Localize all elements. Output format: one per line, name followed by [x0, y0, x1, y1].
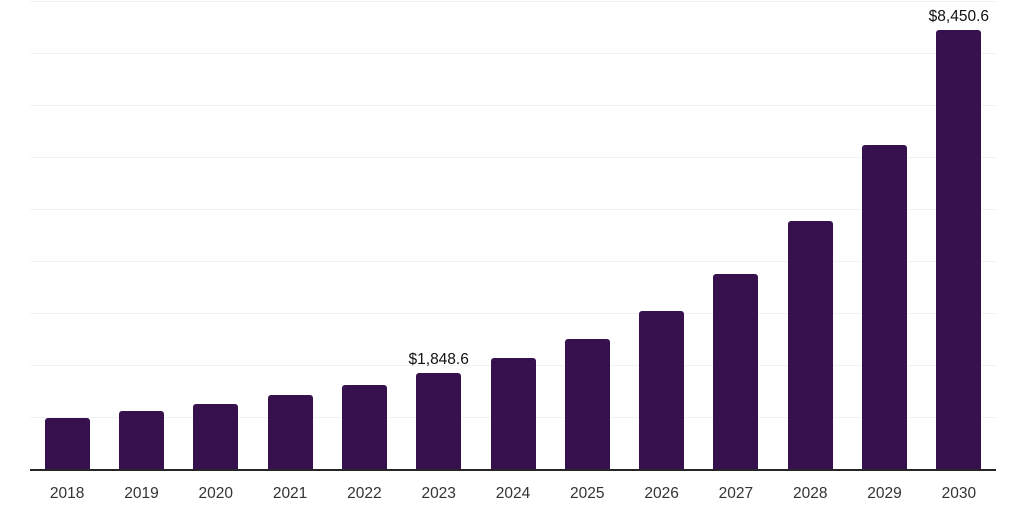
- x-tick-2027: 2027: [718, 485, 754, 502]
- bar-2030: [936, 29, 982, 470]
- x-tick-2024: 2024: [495, 485, 531, 502]
- bar-2029: [862, 145, 908, 470]
- bar-2018: [44, 417, 90, 470]
- gridline-8000: [30, 53, 996, 55]
- bar-2024: [490, 358, 536, 470]
- bar-2020: [193, 404, 239, 470]
- x-tick-2025: 2025: [570, 485, 605, 502]
- gridline-4000: [30, 261, 996, 263]
- bar-2028: [787, 221, 833, 470]
- x-tick-2030: 2030: [941, 485, 977, 502]
- bar-2022: [341, 385, 387, 470]
- bar-2027: [713, 273, 759, 470]
- gridline-3000: [30, 313, 996, 315]
- x-axis-line: [30, 469, 996, 471]
- value-label-2030: $8,450.6: [928, 7, 990, 25]
- x-tick-2026: 2026: [644, 485, 679, 502]
- gridline-6000: [30, 157, 996, 159]
- bar-2019: [118, 411, 164, 470]
- x-tick-2022: 2022: [347, 485, 382, 502]
- bar-2021: [267, 395, 313, 470]
- x-tick-2019: 2019: [124, 485, 159, 502]
- x-tick-2029: 2029: [867, 485, 902, 502]
- gridline-9000: [30, 1, 996, 2]
- x-tick-2028: 2028: [792, 485, 828, 502]
- x-tick-2020: 2020: [198, 485, 234, 502]
- bar-2026: [639, 311, 685, 470]
- x-tick-2018: 2018: [49, 485, 85, 502]
- gridline-7000: [30, 105, 996, 107]
- value-label-2023: $1,848.6: [408, 351, 469, 369]
- bar-2025: [564, 339, 610, 470]
- gridline-5000: [30, 209, 996, 211]
- x-tick-2023: 2023: [421, 485, 456, 502]
- bar-2023: [416, 373, 462, 470]
- x-tick-2021: 2021: [272, 485, 308, 502]
